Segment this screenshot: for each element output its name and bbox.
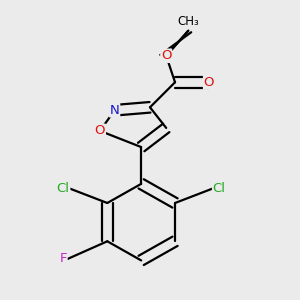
Text: N: N [110,104,119,117]
Text: F: F [59,252,67,266]
Text: CH₃: CH₃ [177,15,199,28]
Text: O: O [95,124,105,137]
Text: O: O [161,49,171,62]
Text: Cl: Cl [213,182,226,195]
Text: O: O [204,76,214,89]
Text: Cl: Cl [57,182,70,195]
